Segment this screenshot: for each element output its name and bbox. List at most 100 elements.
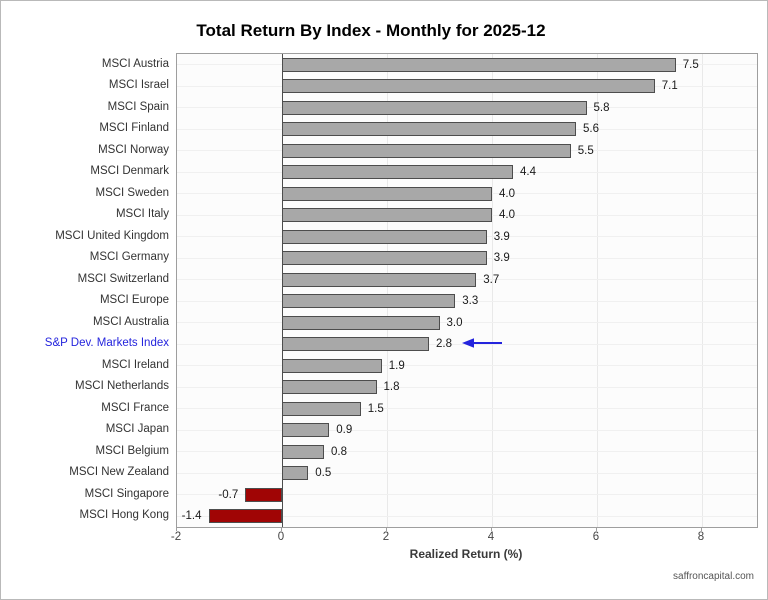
category-label: S&P Dev. Markets Index [44, 337, 169, 350]
value-label: 5.8 [593, 101, 610, 114]
value-label: 0.9 [336, 424, 353, 437]
value-label: 2.8 [436, 338, 452, 351]
category-label: MSCI Spain [107, 100, 169, 113]
value-label: 3.9 [493, 230, 510, 243]
x-tick-label: 4 [487, 531, 495, 543]
bar [282, 208, 492, 223]
value-label: 1.9 [388, 359, 405, 372]
value-label: 7.1 [661, 80, 678, 93]
value-label: 7.5 [682, 58, 699, 71]
category-label: MSCI France [101, 401, 169, 414]
value-label: 0.5 [315, 467, 332, 480]
zero-baseline [281, 54, 283, 527]
category-label: MSCI Europe [99, 294, 169, 307]
value-label: 4.0 [499, 209, 515, 222]
category-label: MSCI Japan [105, 423, 169, 436]
x-tick-mark [385, 527, 387, 531]
category-label: MSCI Sweden [95, 186, 169, 199]
bar [282, 100, 587, 115]
value-label: 3.0 [446, 316, 463, 329]
bar [282, 380, 377, 395]
value-label: 3.9 [493, 252, 510, 265]
category-label: MSCI Austria [101, 57, 169, 70]
category-label: MSCI Hong Kong [79, 509, 170, 522]
category-label: MSCI Belgium [95, 444, 170, 457]
bar [282, 358, 382, 373]
bar [282, 79, 655, 94]
x-tick-label: -2 [170, 531, 182, 543]
vertical-gridline [701, 54, 703, 527]
vertical-gridline [596, 54, 598, 527]
x-tick-label: 6 [592, 531, 600, 543]
category-label: MSCI Israel [108, 79, 169, 92]
horizontal-gridline [177, 300, 757, 302]
bar [282, 122, 576, 137]
y-axis-category-labels: MSCI Austria MSCI Israel MSCI Spain MSCI Fi… [1, 53, 169, 526]
value-label: -1.4 [181, 510, 202, 523]
category-label: MSCI Switzerland [77, 272, 169, 285]
horizontal-gridline [177, 408, 757, 410]
x-tick-label: 2 [382, 531, 390, 543]
bar [282, 337, 429, 352]
x-tick-mark [280, 527, 282, 531]
chart-title: Total Return By Index - Monthly for 2025… [196, 21, 546, 40]
bar [282, 272, 477, 287]
horizontal-gridline [177, 386, 757, 388]
x-tick-mark [595, 527, 597, 531]
value-label: 3.3 [462, 295, 479, 308]
bar [282, 57, 676, 72]
x-tick-mark [175, 527, 177, 531]
value-label: 4.4 [520, 166, 536, 179]
category-label: MSCI Australia [92, 315, 169, 328]
value-label: 1.5 [367, 402, 384, 415]
horizontal-gridline [177, 429, 757, 431]
source-watermark: saffroncapital.com [673, 571, 754, 582]
horizontal-gridline [177, 494, 757, 496]
bar [282, 315, 440, 330]
category-label: MSCI Finland [99, 122, 169, 135]
bar [282, 294, 456, 309]
bar [282, 143, 571, 158]
bar [282, 444, 324, 459]
horizontal-gridline [177, 472, 757, 474]
category-label: MSCI New Zealand [69, 466, 169, 479]
x-tick-mark [490, 527, 492, 531]
bar [282, 466, 309, 481]
bar [282, 423, 330, 438]
value-label: 4.0 [499, 187, 515, 200]
bar [282, 229, 487, 244]
category-label: MSCI Netherlands [75, 380, 169, 393]
bar [245, 487, 282, 502]
x-tick-label: 8 [697, 531, 705, 543]
arrow-annotation-icon [461, 336, 503, 355]
horizontal-gridline [177, 451, 757, 453]
plot-area: 7.5 7.1 5.8 5.6 5.5 4.4 4.0 4.0 3.9 3.9 3.7 3.3 3.0 2… [176, 53, 758, 528]
value-label: -0.7 [218, 488, 239, 501]
value-label: 5.5 [577, 144, 594, 157]
category-label: MSCI Germany [89, 251, 169, 264]
vertical-gridline [491, 54, 493, 527]
value-label: 0.8 [331, 445, 347, 458]
value-label: 1.8 [383, 381, 400, 394]
horizontal-gridline [177, 322, 757, 324]
category-label: MSCI United Kingdom [55, 229, 169, 242]
vertical-gridline [386, 54, 388, 527]
horizontal-gridline [177, 515, 757, 517]
category-label: MSCI Norway [98, 143, 169, 156]
x-axis-title: Realized Return (%) [409, 547, 523, 561]
bar [282, 251, 487, 266]
x-tick-label: 0 [277, 531, 285, 543]
category-label: MSCI Singapore [84, 487, 169, 500]
horizontal-gridline [177, 365, 757, 367]
bar [282, 401, 361, 416]
value-label: 3.7 [483, 273, 500, 286]
x-tick-mark [700, 527, 702, 531]
bar [282, 186, 492, 201]
bar [282, 165, 513, 180]
category-label: MSCI Ireland [101, 358, 169, 371]
category-label: MSCI Denmark [90, 165, 169, 178]
category-label: MSCI Italy [115, 208, 169, 221]
value-label: 5.6 [583, 123, 599, 136]
bar [208, 509, 282, 524]
